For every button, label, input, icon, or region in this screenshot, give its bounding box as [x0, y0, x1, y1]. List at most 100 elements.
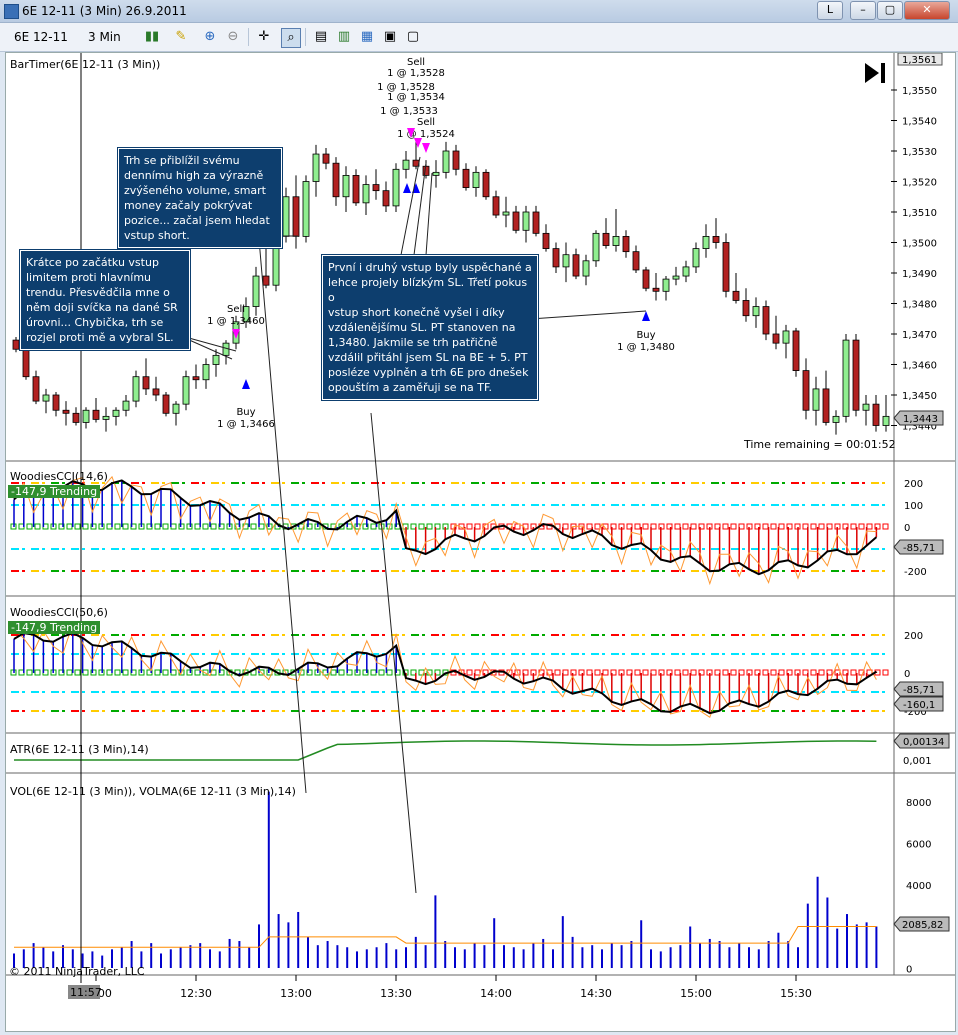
volume-tick-label: 4000 — [906, 881, 931, 892]
instrument-selector[interactable]: 6E 12-11 — [14, 30, 68, 44]
cci-zero-marker — [514, 669, 521, 676]
cci-zero-marker — [210, 523, 217, 530]
cci-zero-marker — [298, 523, 305, 530]
leader-line — [370, 412, 417, 894]
cci-zero-marker — [466, 523, 473, 530]
candle — [282, 187, 290, 243]
cci-zero-marker — [410, 523, 417, 530]
price-tick-label: 1,3520 — [902, 178, 937, 189]
candle — [652, 273, 660, 301]
chart-trader-icon[interactable]: ▦ — [360, 29, 374, 44]
cci-zero-marker — [482, 669, 489, 676]
magnify-icon[interactable]: ⌕ — [281, 28, 301, 48]
bar-type-icon[interactable]: ▮▮ — [144, 29, 160, 44]
candle — [222, 340, 230, 365]
link-button[interactable]: L — [817, 1, 843, 20]
window-linking-icon[interactable]: ▢ — [406, 29, 420, 44]
candle — [102, 407, 110, 432]
svg-text:-160,1: -160,1 — [903, 700, 935, 711]
strategy-icon[interactable]: ▥ — [337, 29, 351, 44]
interval-selector[interactable]: 3 Min — [88, 30, 121, 44]
volume-tick-label: 0 — [906, 964, 912, 975]
candle — [792, 327, 800, 377]
cci-zero-marker — [866, 523, 873, 530]
candle — [32, 370, 40, 405]
cci-zero-marker — [114, 523, 121, 530]
cci-zero-marker — [594, 523, 601, 530]
fill-price-label: 1 @ 1,3534 — [387, 92, 445, 103]
cci-zero-marker — [754, 523, 761, 530]
sell-price-label: 1 @ 1,3460 — [207, 316, 265, 327]
cci2-value-label: -85,71 — [893, 681, 944, 697]
close-button[interactable]: ✕ — [904, 1, 950, 20]
atr-value-label: 0,00134 — [893, 733, 950, 749]
maximize-button[interactable]: ▢ — [877, 1, 903, 20]
data-box-icon[interactable]: ▤ — [314, 29, 328, 44]
svg-text:1,3443: 1,3443 — [903, 414, 938, 425]
volma-line — [14, 926, 877, 948]
cci-zero-marker — [26, 669, 33, 676]
cci-zero-marker — [362, 523, 369, 530]
time-tick-label: 14:00 — [480, 987, 512, 1000]
cci-zero-marker — [810, 669, 817, 676]
properties-icon[interactable]: ▣ — [383, 29, 397, 44]
cci-zero-marker — [810, 523, 817, 530]
cci-zero-marker — [74, 523, 81, 530]
candle — [22, 346, 30, 380]
cci-zero-marker — [434, 523, 441, 530]
price-axis: 1,3550 1,3540 1,3530 1,3520 1,3510 1,3500 1,34… — [891, 86, 937, 433]
candle — [82, 407, 90, 429]
cci-tick-label: 0 — [904, 669, 910, 680]
cci-zero-marker — [586, 669, 593, 676]
cci-zero-marker — [178, 523, 185, 530]
candle — [432, 160, 440, 188]
leader-line — [425, 172, 433, 256]
cci-zero-marker — [610, 669, 617, 676]
sell-price-label: 1 @ 1,3524 — [397, 129, 455, 140]
candle — [62, 401, 70, 426]
cci-zero-marker — [634, 523, 641, 530]
cci-zero-marker — [762, 523, 769, 530]
price-tick-label: 1,3480 — [902, 300, 937, 311]
candle — [592, 230, 600, 267]
cci-zero-marker — [650, 523, 657, 530]
candle — [702, 224, 710, 258]
cci-turbo-line — [13, 622, 877, 718]
chart-area[interactable]: 1,3550 1,3540 1,3530 1,3520 1,3510 1,3500 1,34… — [5, 52, 956, 1032]
candle — [452, 144, 460, 176]
time-tick-label: 12:30 — [180, 987, 212, 1000]
time-remaining: Time remaining = 00:01:52 — [743, 438, 896, 451]
cci-zero-marker — [122, 523, 129, 530]
cci-zero-marker — [170, 669, 177, 676]
candle — [202, 358, 210, 389]
cci-zero-marker — [802, 669, 809, 676]
zoom-out-icon[interactable]: ⊖ — [227, 29, 239, 44]
cci-zero-marker — [386, 669, 393, 676]
atr-title: ATR(6E 12-11 (3 Min),14) — [10, 743, 149, 756]
candle — [142, 358, 150, 395]
time-tick-label: 13:00 — [280, 987, 312, 1000]
chart-canvas[interactable]: 1,3550 1,3540 1,3530 1,3520 1,3510 1,3500 1,34… — [6, 52, 955, 1031]
zoom-in-icon[interactable]: ⊕ — [204, 29, 216, 44]
cci-zero-marker — [754, 669, 761, 676]
cci-zero-marker — [82, 523, 89, 530]
volume-value-label: 2085,82 — [893, 916, 950, 932]
buy-arrow-icon — [242, 379, 250, 389]
candle — [162, 391, 170, 417]
minimize-button[interactable]: – — [850, 1, 876, 20]
cci-zero-marker — [338, 669, 345, 676]
pencil-icon[interactable]: ✎ — [175, 29, 187, 44]
cci-zero-marker — [690, 669, 697, 676]
cci-zero-marker — [466, 669, 473, 676]
cci-zero-marker — [650, 669, 657, 676]
cci-line — [13, 632, 877, 715]
cci-tick-label: -200 — [904, 707, 927, 718]
crosshair-icon[interactable]: ✛ — [258, 29, 270, 44]
scroll-to-end-icon[interactable] — [865, 63, 885, 83]
cci-zero-marker — [586, 523, 593, 530]
candle — [622, 230, 630, 258]
buy-arrow-icon — [403, 183, 411, 193]
cci-zero-marker — [578, 669, 585, 676]
cci-zero-marker — [610, 523, 617, 530]
cci-zero-marker — [730, 669, 737, 676]
